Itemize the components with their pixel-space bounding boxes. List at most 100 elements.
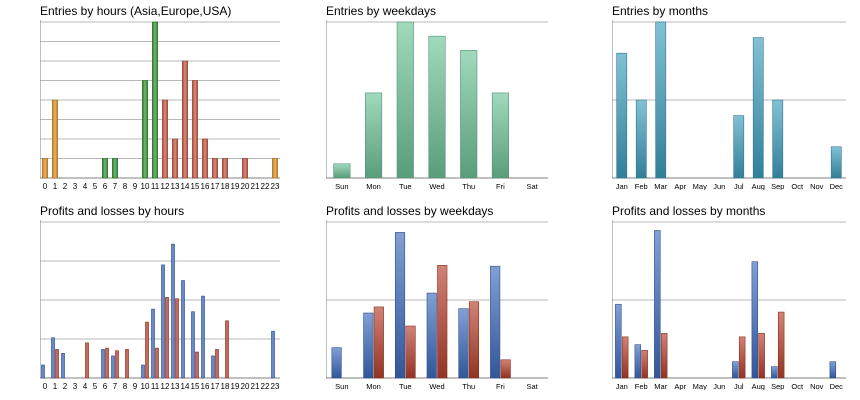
bar bbox=[42, 158, 48, 179]
x-tick-label: 20 bbox=[241, 382, 250, 390]
x-tick-label: 1 bbox=[53, 182, 58, 190]
x-tick-label: Mar bbox=[654, 382, 667, 390]
chart-svg: 0150300450600012345678910111213141516171… bbox=[40, 220, 280, 390]
bar bbox=[660, 333, 668, 379]
x-tick-label: Mon bbox=[366, 382, 381, 390]
x-tick-label: Wed bbox=[429, 182, 444, 190]
bar bbox=[51, 337, 55, 379]
x-tick-label: 11 bbox=[151, 382, 160, 390]
bar bbox=[331, 347, 342, 379]
bar bbox=[105, 347, 109, 379]
bar bbox=[215, 349, 219, 379]
x-tick-label: Jul bbox=[734, 382, 744, 390]
x-tick-label: 16 bbox=[201, 382, 210, 390]
bar bbox=[272, 158, 278, 179]
bar bbox=[85, 342, 89, 379]
bar bbox=[751, 261, 759, 379]
bar bbox=[151, 308, 155, 379]
x-tick-label: Jan bbox=[616, 382, 628, 390]
x-tick-label: Oct bbox=[791, 182, 804, 190]
x-tick-label: Aug bbox=[752, 182, 765, 190]
x-tick-label: Apr bbox=[674, 182, 686, 190]
x-tick-label: 5 bbox=[93, 382, 98, 390]
bar bbox=[125, 349, 129, 379]
x-tick-label: Oct bbox=[791, 382, 804, 390]
bar bbox=[458, 308, 469, 379]
x-tick-label: 12 bbox=[161, 182, 170, 190]
x-tick-label: Jun bbox=[713, 182, 725, 190]
bar bbox=[55, 349, 59, 379]
bar bbox=[171, 243, 175, 379]
x-tick-label: Sep bbox=[771, 382, 784, 390]
x-tick-label: 10 bbox=[141, 382, 150, 390]
x-tick-label: 22 bbox=[261, 382, 270, 390]
bar bbox=[161, 264, 165, 379]
x-tick-label: Jun bbox=[713, 382, 725, 390]
bar bbox=[202, 138, 208, 179]
x-tick-label: Wed bbox=[429, 382, 444, 390]
x-tick-label: 14 bbox=[181, 382, 190, 390]
bar bbox=[363, 312, 374, 379]
x-tick-label: 2 bbox=[63, 382, 68, 390]
x-tick-label: 21 bbox=[251, 382, 260, 390]
bar bbox=[211, 355, 215, 379]
bar bbox=[155, 347, 159, 379]
bar bbox=[201, 295, 205, 379]
x-tick-label: Mar bbox=[654, 182, 667, 190]
x-tick-label: Nov bbox=[810, 182, 824, 190]
x-tick-label: Feb bbox=[635, 382, 648, 390]
bar bbox=[195, 351, 199, 379]
bar bbox=[172, 138, 178, 179]
x-tick-label: 8 bbox=[123, 382, 128, 390]
x-tick-label: 20 bbox=[241, 182, 250, 190]
bar bbox=[181, 280, 185, 379]
bar bbox=[752, 37, 764, 179]
bar bbox=[758, 333, 765, 379]
x-tick-label: 3 bbox=[73, 182, 78, 190]
x-tick-label: Thu bbox=[462, 182, 475, 190]
x-tick-label: 11 bbox=[151, 182, 160, 190]
x-tick-label: Mon bbox=[366, 182, 381, 190]
chart-panel-4: Profits and losses by weekdays 0450900Su… bbox=[326, 204, 548, 390]
bar bbox=[654, 230, 661, 379]
chart-title: Entries by weekdays bbox=[326, 4, 437, 18]
x-tick-label: 6 bbox=[103, 382, 108, 390]
bar bbox=[145, 321, 149, 379]
chart-svg: 0450900SunMonTueWedThuFriSat bbox=[326, 220, 548, 390]
bar bbox=[830, 146, 842, 179]
x-tick-label: 2 bbox=[63, 182, 68, 190]
bar bbox=[52, 99, 58, 179]
x-tick-label: Sat bbox=[527, 182, 539, 190]
bar bbox=[373, 306, 384, 379]
bar bbox=[468, 301, 480, 379]
x-tick-label: 4 bbox=[83, 382, 88, 390]
x-tick-label: Sun bbox=[335, 182, 348, 190]
x-tick-label: Aug bbox=[752, 382, 765, 390]
chart-panel-1: Entries by weekdays 011SunMonTueWedThuFr… bbox=[326, 4, 548, 190]
bar bbox=[777, 311, 785, 379]
x-tick-label: 18 bbox=[221, 382, 230, 390]
bar bbox=[635, 99, 647, 179]
bar bbox=[115, 350, 119, 379]
bar bbox=[426, 292, 437, 379]
bar bbox=[182, 60, 188, 179]
bar bbox=[772, 99, 784, 179]
bar bbox=[61, 353, 65, 379]
bar bbox=[437, 265, 448, 379]
chart-title: Profits and losses by weekdays bbox=[326, 204, 494, 218]
bar bbox=[142, 80, 148, 179]
bar bbox=[396, 21, 414, 179]
x-tick-label: May bbox=[693, 182, 707, 190]
x-tick-label: Tue bbox=[399, 382, 412, 390]
x-tick-label: 18 bbox=[221, 182, 230, 190]
x-tick-label: Feb bbox=[635, 182, 648, 190]
x-tick-label: 9 bbox=[133, 182, 138, 190]
bar bbox=[162, 99, 168, 179]
x-tick-label: 23 bbox=[271, 182, 280, 190]
x-tick-label: Thu bbox=[462, 382, 475, 390]
bar bbox=[333, 163, 351, 179]
chart-title: Entries by hours (Asia,Europe,USA) bbox=[40, 4, 232, 18]
x-tick-label: 4 bbox=[83, 182, 88, 190]
bar bbox=[733, 115, 745, 179]
